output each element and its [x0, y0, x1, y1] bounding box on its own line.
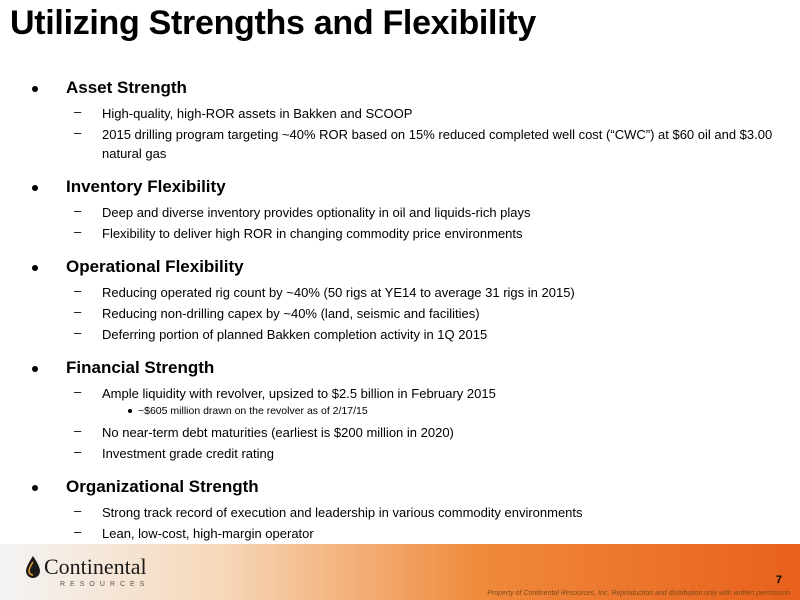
- list-item-text: Deferring portion of planned Bakken comp…: [102, 327, 488, 342]
- section-heading: Inventory Flexibility: [66, 177, 226, 196]
- dash-icon: –: [74, 104, 82, 119]
- logo-subtitle: RESOURCES: [60, 581, 150, 588]
- dash-icon: –: [74, 325, 82, 340]
- section-heading: Organizational Strength: [66, 477, 259, 496]
- section-header: Operational Flexibility: [0, 257, 800, 281]
- list-item-text: Investment grade credit rating: [102, 446, 274, 461]
- page-title: Utilizing Strengths and Flexibility: [10, 4, 536, 42]
- section-heading: Asset Strength: [66, 78, 187, 97]
- bullet-icon: [32, 265, 38, 271]
- list-item: – Reducing operated rig count by ~40% (5…: [0, 283, 800, 302]
- bullet-icon: [32, 86, 38, 92]
- list-item: – Deep and diverse inventory provides op…: [0, 203, 800, 222]
- dash-icon: –: [74, 203, 82, 218]
- list-item: – Strong track record of execution and l…: [0, 503, 800, 522]
- bullet-icon: [32, 485, 38, 491]
- list-item-text: 2015 drilling program targeting ~40% ROR…: [102, 127, 773, 161]
- bullet-icon: [32, 366, 38, 372]
- list-item-text: High-quality, high-ROR assets in Bakken …: [102, 106, 413, 121]
- page-number: 7: [775, 574, 782, 586]
- section-heading: Financial Strength: [66, 358, 215, 377]
- list-item: – Reducing non-drilling capex by ~40% (l…: [0, 304, 800, 323]
- sub-list-item-text: ~$605 million drawn on the revolver as o…: [138, 405, 368, 417]
- section-heading: Operational Flexibility: [66, 257, 244, 276]
- section-inventory-flexibility: Inventory Flexibility – Deep and diverse…: [0, 177, 800, 243]
- dash-icon: –: [74, 524, 82, 539]
- section-asset-strength: Asset Strength – High-quality, high-ROR …: [0, 78, 800, 163]
- list-item-text: No near-term debt maturities (earliest i…: [102, 425, 454, 440]
- list-item-text: Deep and diverse inventory provides opti…: [102, 205, 531, 220]
- list-item-text: Reducing non-drilling capex by ~40% (lan…: [102, 306, 480, 321]
- dash-icon: –: [74, 384, 82, 399]
- section-financial-strength: Financial Strength – Ample liquidity wit…: [0, 358, 800, 463]
- company-logo: Continental RESOURCES: [26, 554, 186, 594]
- list-item-text: Lean, low-cost, high-margin operator: [102, 526, 314, 541]
- list-item: – Deferring portion of planned Bakken co…: [0, 325, 800, 344]
- oil-drop-icon: [26, 556, 40, 578]
- dash-icon: –: [74, 444, 82, 459]
- section-operational-flexibility: Operational Flexibility – Reducing opera…: [0, 257, 800, 344]
- section-header: Financial Strength: [0, 358, 800, 382]
- dash-icon: –: [74, 304, 82, 319]
- section-header: Asset Strength: [0, 78, 800, 102]
- list-item: – High-quality, high-ROR assets in Bakke…: [0, 104, 800, 123]
- bullet-list: Asset Strength – High-quality, high-ROR …: [0, 78, 800, 557]
- logo-name: Continental: [44, 554, 147, 579]
- footer-bar: Continental RESOURCES 7 Property of Cont…: [0, 544, 800, 600]
- list-item: – Investment grade credit rating: [0, 444, 800, 463]
- bullet-icon: [128, 409, 132, 413]
- list-item: – No near-term debt maturities (earliest…: [0, 423, 800, 442]
- section-organizational-strength: Organizational Strength – Strong track r…: [0, 477, 800, 543]
- list-item-text: Reducing operated rig count by ~40% (50 …: [102, 285, 575, 300]
- list-item: – Lean, low-cost, high-margin operator: [0, 524, 800, 543]
- list-item: – Ample liquidity with revolver, upsized…: [0, 384, 800, 403]
- section-header: Organizational Strength: [0, 477, 800, 501]
- dash-icon: –: [74, 224, 82, 239]
- dash-icon: –: [74, 423, 82, 438]
- bullet-icon: [32, 185, 38, 191]
- section-header: Inventory Flexibility: [0, 177, 800, 201]
- dash-icon: –: [74, 283, 82, 298]
- list-item-text: Flexibility to deliver high ROR in chang…: [102, 226, 523, 241]
- sub-list-item: ~$605 million drawn on the revolver as o…: [0, 403, 800, 421]
- list-item-text: Strong track record of execution and lea…: [102, 505, 583, 520]
- dash-icon: –: [74, 503, 82, 518]
- disclaimer-text: Property of Continental Resources, Inc. …: [487, 590, 790, 597]
- dash-icon: –: [74, 125, 82, 140]
- list-item: – 2015 drilling program targeting ~40% R…: [0, 125, 800, 163]
- list-item: – Flexibility to deliver high ROR in cha…: [0, 224, 800, 243]
- list-item-text: Ample liquidity with revolver, upsized t…: [102, 386, 496, 401]
